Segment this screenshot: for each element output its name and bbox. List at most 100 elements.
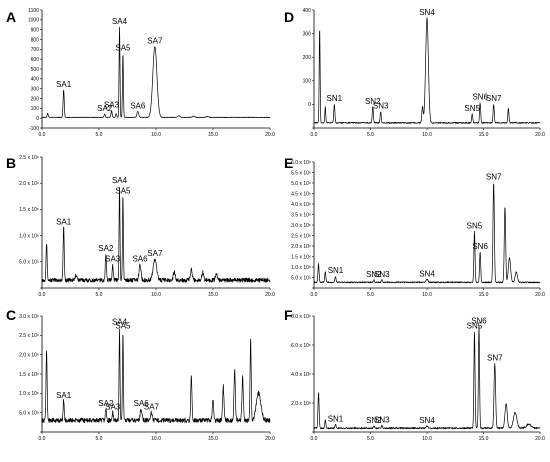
x-tick-label: 15.0 [479,132,489,138]
y-tick-label: 800 [31,37,40,43]
y-tick-label: 200 [31,96,40,102]
chromatogram-trace [41,328,271,424]
y-tick-label: 3.0 x 10⁶ [19,314,39,320]
peak-label: SA7 [147,249,163,258]
panel-c: C 0.0 5.0 10.0 15.0 20.0 5.0 x 10⁵ 1.0 x 10⁶ 1.5… [6,307,275,442]
y-tick-label: 6.0 x 10⁶ [291,343,311,349]
peak-label: SN1 [328,266,344,275]
peak-label: SN1 [327,94,343,103]
axis-frame [313,316,540,433]
x-tick-label: 10.0 [151,292,161,298]
panel-letter: D [284,9,294,25]
peak-label: SN3 [374,270,390,279]
y-tick-label: 4.0 x 10⁶ [291,202,311,208]
x-tick-label: 20.0 [265,132,275,138]
chromatogram-trace [313,325,541,430]
panel-b: B 0.0 5.0 10.0 15.0 20.0 5.0 x 10⁵ 1.0 x 10⁶ 1.5… [6,155,275,298]
y-tick-label: 100 [303,79,312,85]
panel-letter: B [6,155,16,171]
panel-a: A 0.0 5.0 10.0 15.0 20.0 -100 0 100 200 300 400 500 6… [6,8,275,138]
x-tick-label: 0.0 [311,132,318,138]
x-tick-label: 5.0 [96,436,103,442]
x-tick-label: 10.0 [151,436,161,442]
y-tick-label: 8.0 x 10⁶ [291,314,311,320]
peak-label: SA2 [98,399,114,408]
y-tick-label: 1.0 x 10⁶ [19,233,39,239]
y-tick-label: 3.5 x 10⁶ [291,212,311,218]
x-tick-label: 15.0 [479,436,489,442]
peak-label: SN3 [373,101,389,110]
y-tick-label: -100 [29,126,39,132]
y-tick-label: 5.5 x 10⁶ [291,170,311,176]
y-tick-label: 2.0 x 10⁶ [291,244,311,250]
y-tick-label: 0 [36,116,39,122]
y-tick-label: 5.0 x 10⁵ [19,410,39,416]
peak-label: SN7 [486,173,502,182]
peak-label: SN7 [487,354,503,363]
peak-label: SA4 [112,176,128,185]
y-tick-label: 2.0 x 10⁶ [19,352,39,358]
x-tick-label: 10.0 [422,436,432,442]
y-tick-label: 4.0 x 10⁶ [291,372,311,378]
peak-label: SN6 [471,316,487,325]
x-tick-label: 20.0 [265,436,275,442]
peak-label: SA3 [104,100,120,109]
y-tick-label: 1.5 x 10⁶ [291,254,311,260]
peak-label: SN7 [486,94,502,103]
x-tick-label: 15.0 [479,292,489,298]
peak-label: SA6 [130,101,146,110]
peak-label: SA6 [134,399,150,408]
peak-label: SA6 [132,254,148,263]
y-tick-label: 600 [31,57,40,63]
peak-label: SN3 [374,416,390,425]
peak-label: SN5 [464,104,480,113]
peak-label: SA7 [147,37,163,46]
panel-letter: E [284,155,293,171]
x-tick-label: 0.0 [39,436,46,442]
panel-f: F 0.0 5.0 10.0 15.0 20.0 2.0 x 10⁶ 4.0 x 10⁶ 6.0… [284,307,545,442]
x-tick-label: 15.0 [208,292,218,298]
y-tick-label: 400 [31,77,40,83]
chromatogram-trace [313,183,541,284]
x-tick-label: 20.0 [535,292,545,298]
peak-label: SA4 [112,17,128,26]
peak-label: SN4 [419,269,435,278]
axis-frame [41,157,270,289]
peak-label: SA5 [115,43,131,52]
y-tick-label: 2.0 x 10⁶ [291,401,311,407]
panel-letter: F [284,307,293,323]
peak-label: SA3 [105,254,121,263]
peak-label: SN2 [365,97,381,106]
peak-label: SN2 [366,416,382,425]
x-tick-label: 15.0 [208,132,218,138]
y-tick-label: 1.5 x 10⁶ [19,207,39,213]
peak-label: SA3 [105,403,121,412]
chromatogram-trace [41,186,271,283]
y-tick-label: 400 [303,8,312,14]
y-tick-label: 2.5 x 10⁶ [291,233,311,239]
x-tick-label: 20.0 [265,292,275,298]
y-tick-label: 1100 [28,8,39,14]
x-tick-label: 20.0 [535,132,545,138]
peak-label: SA5 [115,186,131,195]
chromatogram-trace [313,17,541,124]
x-tick-label: 5.0 [367,292,374,298]
x-tick-label: 0.0 [39,292,46,298]
y-tick-label: 300 [303,31,312,37]
x-tick-label: 5.0 [96,292,103,298]
y-tick-label: 500 [31,67,40,73]
y-tick-label: 0 [308,102,311,108]
x-tick-label: 5.0 [367,436,374,442]
y-tick-label: 1000 [28,18,39,24]
y-tick-label: 2.5 x 10⁶ [19,333,39,339]
peak-label: SN1 [328,414,344,423]
y-tick-label: 4.5 x 10⁶ [291,191,311,197]
peak-label: SA2 [98,244,114,253]
peak-label: SN2 [366,270,382,279]
peak-label: SA7 [144,403,160,412]
y-tick-label: 100 [31,106,40,112]
peak-label: SA1 [56,80,72,89]
peak-label: SN5 [467,222,483,231]
x-tick-label: 5.0 [96,132,103,138]
